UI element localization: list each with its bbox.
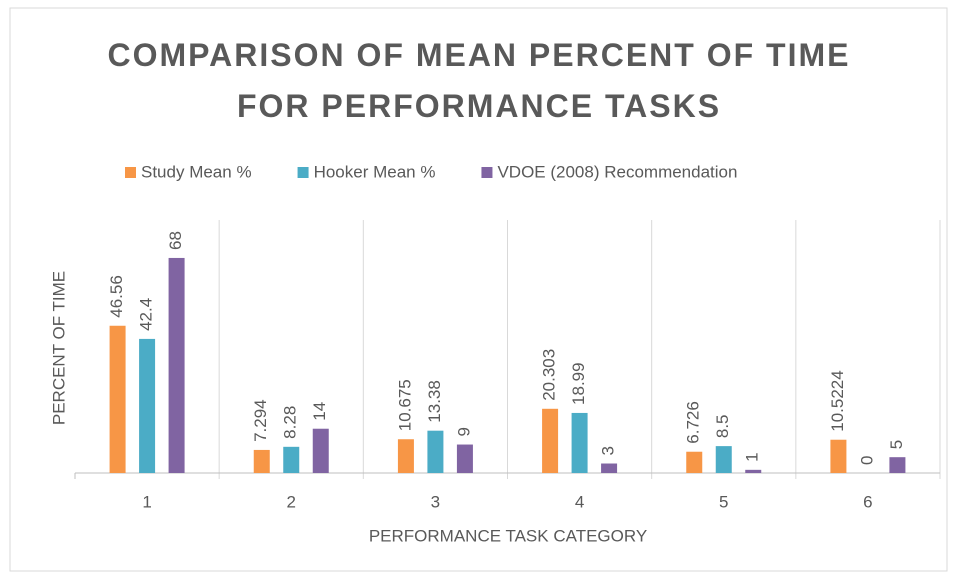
bar bbox=[601, 463, 618, 473]
x-tick-label: 1 bbox=[142, 492, 151, 511]
legend-label: VDOE (2008) Recommendation bbox=[497, 162, 737, 181]
data-label: 0 bbox=[857, 456, 876, 465]
x-tick-label: 2 bbox=[287, 492, 296, 511]
x-tick-label: 5 bbox=[719, 492, 728, 511]
data-label: 6.726 bbox=[684, 401, 703, 444]
data-label: 7.294 bbox=[251, 399, 270, 442]
data-label: 46.56 bbox=[107, 275, 126, 318]
x-tick-label: 3 bbox=[431, 492, 440, 511]
bar bbox=[571, 412, 588, 473]
legend-label: Hooker Mean % bbox=[314, 162, 436, 181]
bar bbox=[830, 439, 847, 473]
bar bbox=[397, 439, 414, 473]
data-label: 18.99 bbox=[569, 362, 588, 405]
data-label: 8.28 bbox=[281, 406, 300, 439]
y-axis-title: PERCENT OF TIME bbox=[49, 271, 68, 425]
bar bbox=[139, 338, 156, 473]
bar bbox=[542, 408, 559, 473]
data-label: 42.4 bbox=[137, 298, 156, 331]
data-label: 10.675 bbox=[395, 379, 414, 431]
legend-label: Study Mean % bbox=[141, 162, 252, 181]
chart-border bbox=[9, 7, 948, 572]
bar bbox=[168, 257, 185, 473]
bar bbox=[283, 446, 300, 473]
data-label: 8.5 bbox=[713, 414, 732, 438]
legend-swatch bbox=[481, 167, 493, 178]
bar bbox=[427, 430, 444, 473]
data-label: 20.303 bbox=[540, 349, 559, 401]
data-label: 68 bbox=[166, 231, 185, 250]
bar bbox=[745, 469, 762, 473]
legend-swatch bbox=[297, 167, 309, 178]
bar bbox=[109, 325, 126, 473]
data-label: 1 bbox=[743, 452, 762, 461]
legend-swatch bbox=[125, 167, 136, 178]
data-label: 14 bbox=[310, 402, 329, 421]
bar bbox=[715, 446, 732, 473]
x-axis-title: PERFORMANCE TASK CATEGORY bbox=[369, 526, 647, 545]
data-label: 10.5224 bbox=[828, 370, 847, 431]
bar bbox=[456, 444, 473, 473]
chart-title: COMPARISON OF MEAN PERCENT OF TIME FOR P… bbox=[107, 37, 851, 124]
x-tick-label: 6 bbox=[863, 492, 872, 511]
data-label: 9 bbox=[454, 427, 473, 436]
data-label: 5 bbox=[887, 440, 906, 449]
bar bbox=[312, 428, 329, 473]
x-tick-label: 4 bbox=[575, 492, 584, 511]
bar bbox=[686, 451, 703, 473]
data-label: 3 bbox=[599, 446, 618, 455]
bar bbox=[889, 457, 906, 473]
data-label: 13.38 bbox=[425, 380, 444, 423]
bar bbox=[253, 449, 270, 473]
